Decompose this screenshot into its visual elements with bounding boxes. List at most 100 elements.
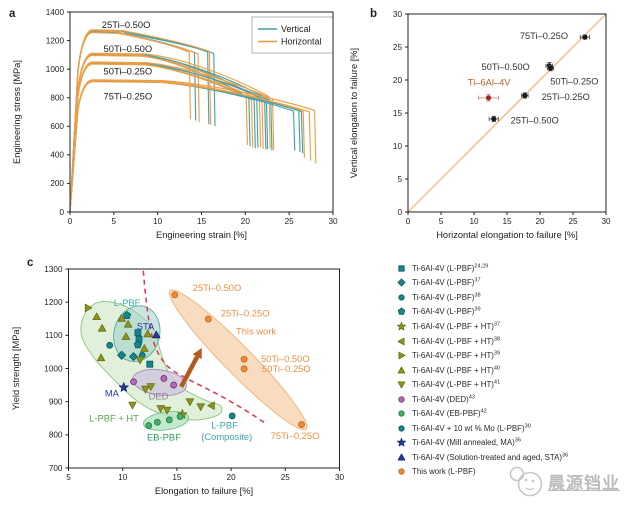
- stress-strain-curves: [69, 29, 317, 213]
- scatter-point: [141, 385, 150, 394]
- star-marker-icon: [397, 321, 406, 331]
- svg-text:20: 20: [227, 473, 237, 482]
- errorbar-point: [478, 94, 499, 102]
- tri_down-marker-icon: [397, 381, 406, 389]
- svg-text:400: 400: [50, 151, 64, 160]
- svg-text:30: 30: [393, 10, 403, 19]
- watermark-text: 晨源铛业: [548, 473, 620, 493]
- tri_up-marker-icon: [397, 366, 406, 374]
- pentagon-marker-icon: [397, 308, 406, 316]
- svg-text:0: 0: [59, 208, 64, 217]
- svg-text:1200: 1200: [44, 298, 63, 307]
- svg-text:10: 10: [118, 473, 128, 482]
- scatter-point: [398, 468, 405, 476]
- scatter-point: [152, 330, 161, 339]
- vertical-curve: [69, 54, 269, 213]
- svg-text:0: 0: [406, 217, 411, 226]
- legend-item-label: Ti-6Al-4V (Mill annealed, MA)36: [412, 437, 521, 448]
- scatter-point: [398, 396, 405, 403]
- svg-text:10: 10: [153, 217, 163, 226]
- horizontal-curve: [69, 79, 317, 213]
- svg-text:1000: 1000: [46, 65, 65, 74]
- svg-text:50Ti–0.50O: 50Ti–0.50O: [261, 353, 310, 364]
- svg-text:5: 5: [66, 473, 71, 482]
- svg-text:75Ti–0.25O: 75Ti–0.25O: [271, 430, 320, 441]
- scatter-point: [165, 416, 173, 424]
- legend-item-label: Ti-6Al-4V (EB-PBF)42: [412, 408, 487, 419]
- svg-text:75Ti–0.25O: 75Ti–0.25O: [104, 91, 153, 102]
- scatter-point: [185, 398, 195, 406]
- svg-text:50Ti–0.25O: 50Ti–0.25O: [262, 363, 311, 374]
- scatter-point: [156, 405, 165, 413]
- scatter-point: [118, 382, 129, 392]
- scatter-point: [397, 308, 406, 316]
- legend-item: Ti-6Al-4V (L-PBF + HT)40: [396, 363, 641, 378]
- legend-item: Ti-6Al-4V + 10 wt % Mo (L-PBF)30: [396, 421, 641, 436]
- horizontal-curve: [69, 31, 200, 213]
- svg-text:1300: 1300: [44, 265, 63, 274]
- svg-text:5: 5: [397, 175, 402, 184]
- scatter-point: [397, 453, 406, 461]
- identity-line: [407, 13, 607, 213]
- tri_up-marker-icon: [397, 453, 406, 461]
- scatter-point: [397, 366, 406, 374]
- legend-item: Ti-6Al-4V (L-PBF + HT)39: [396, 348, 641, 363]
- scatter-point: [134, 329, 142, 337]
- svg-text:1400: 1400: [46, 8, 65, 17]
- svg-text:600: 600: [50, 122, 64, 131]
- svg-text:c: c: [27, 257, 34, 269]
- legend-item-label: Ti-6Al-4V (L-PBF + HT)39: [412, 350, 501, 361]
- legend-item: Ti-6Al-4V (EB-PBF)42: [396, 406, 641, 421]
- svg-text:800: 800: [50, 94, 64, 103]
- vertical-curve: [69, 30, 197, 213]
- svg-text:b: b: [370, 8, 377, 20]
- svg-text:20: 20: [535, 217, 545, 226]
- legend-item: Ti-6Al-4V (L-PBF)37: [396, 276, 641, 291]
- legend-item-label: Ti-6Al-4V (L-PBF + HT)40: [412, 364, 501, 375]
- scatter-point: [171, 291, 179, 299]
- svg-text:15: 15: [172, 473, 182, 482]
- scatter-point: [146, 360, 154, 368]
- svg-text:15: 15: [393, 109, 403, 118]
- panel-a-legend: Vertical Horizontal: [251, 16, 334, 54]
- horizontal-curve: [69, 63, 264, 213]
- svg-text:Horizontal: Horizontal: [281, 37, 322, 47]
- svg-text:25Ti–0.50O: 25Ti–0.50O: [102, 19, 151, 30]
- panel-a-stress-strain-chart: a 25Ti–0.50O 50Ti–0.50O 50Ti–0.25O 75Ti–0.25…: [9, 8, 338, 240]
- circle-marker-icon: [398, 396, 405, 403]
- svg-text:Vertical: Vertical: [281, 24, 311, 34]
- figure-legend: Ti-6Al-4V (L-PBF)24,29 Ti-6Al-4V (L-PBF)3…: [396, 261, 641, 479]
- legend-item: Ti-6Al-4V (Mill annealed, MA)36: [396, 436, 641, 451]
- legend-item-label: Ti-6Al-4V (L-PBF)24,29: [412, 263, 489, 273]
- legend-item-label: Ti-6Al-4V + 10 wt % Mo (L-PBF)30: [412, 423, 531, 433]
- errorbar-point: [547, 65, 554, 72]
- horizontal-curve: [69, 29, 212, 213]
- svg-text:Engineering strain [%]: Engineering strain [%]: [156, 230, 247, 240]
- svg-text:50Ti–0.50O: 50Ti–0.50O: [104, 43, 153, 54]
- svg-text:800: 800: [49, 431, 63, 440]
- scatter-point: [128, 401, 137, 410]
- svg-text:25Ti–0.25O: 25Ti–0.25O: [221, 307, 270, 318]
- scatter-point: [135, 356, 145, 365]
- svg-text:10: 10: [469, 217, 479, 226]
- scatter-point: [397, 321, 406, 331]
- svg-text:25: 25: [285, 217, 295, 226]
- scatter-point: [143, 329, 152, 338]
- scatter-point: [170, 381, 178, 389]
- horizontal-curve: [69, 52, 271, 213]
- scatter-point: [228, 412, 236, 420]
- svg-text:1200: 1200: [46, 36, 65, 45]
- scatter-point: [240, 365, 248, 373]
- svg-text:Vertical elongation to failure: Vertical elongation to failure [%]: [349, 48, 359, 178]
- vertical-curve: [69, 31, 216, 213]
- svg-text:25: 25: [393, 43, 403, 52]
- svg-text:200: 200: [50, 179, 64, 188]
- horizontal-curve: [69, 61, 275, 213]
- horizontal-curve: [69, 81, 312, 213]
- svg-text:L-PBF + HT: L-PBF + HT: [89, 412, 139, 423]
- legend-item-label: Ti-6Al-4V (L-PBF)38: [412, 292, 481, 302]
- legend-item: Ti-6Al-4V (L-PBF)24,29: [396, 261, 641, 276]
- scatter-point: [98, 324, 107, 332]
- svg-text:0: 0: [68, 217, 73, 226]
